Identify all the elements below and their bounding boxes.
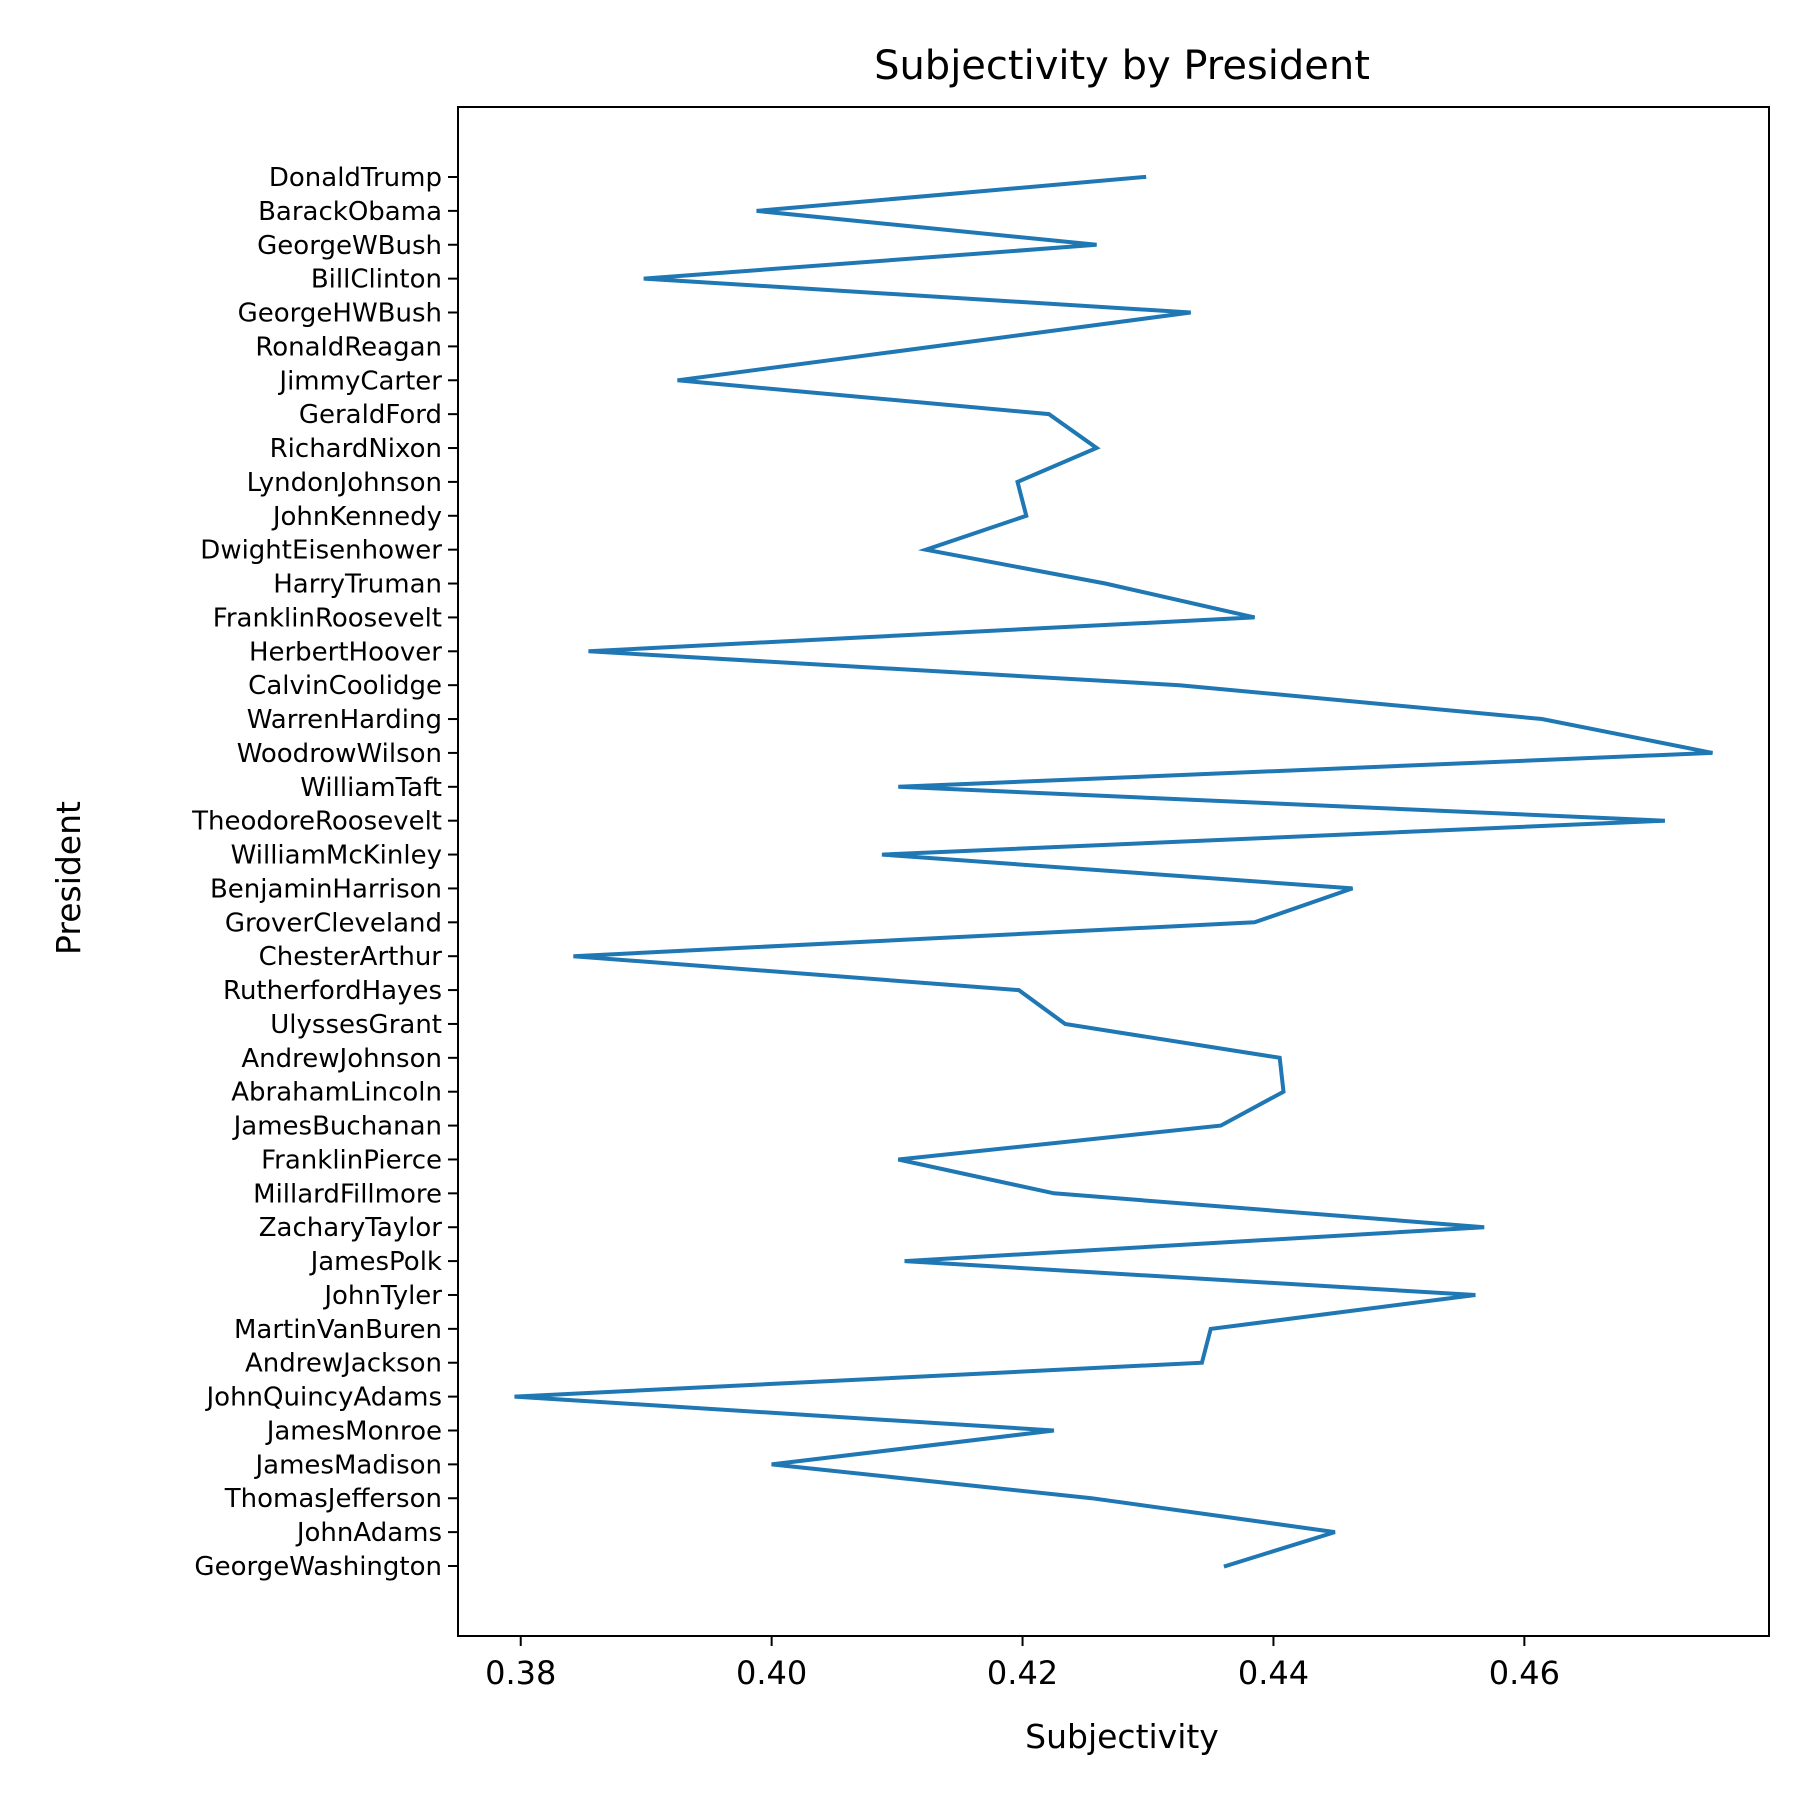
y-tick-label: WoodrowWilson: [237, 739, 442, 769]
y-tick-label: UlyssesGrant: [270, 1010, 442, 1040]
y-tick-label: JohnAdams: [295, 1518, 442, 1548]
x-tick-label: 0.38: [485, 1654, 556, 1692]
y-tick-label: AndrewJackson: [245, 1349, 442, 1379]
y-tick-label: JohnQuincyAdams: [205, 1383, 443, 1413]
y-tick-label: MillardFillmore: [253, 1179, 442, 1209]
y-tick-label: RutherfordHayes: [223, 976, 442, 1006]
y-tick-label: ThomasJefferson: [224, 1484, 442, 1514]
x-tick-label: 0.42: [987, 1654, 1058, 1692]
y-tick-label: JohnTyler: [322, 1281, 442, 1311]
y-tick-label: GroverCleveland: [225, 908, 442, 938]
series-line: [514, 174, 1713, 1569]
x-tick-label: 0.44: [1238, 1654, 1309, 1692]
y-tick-label: JamesBuchanan: [232, 1112, 442, 1142]
y-tick-label: DwightEisenhower: [200, 536, 442, 566]
y-tick-label: ChesterArthur: [259, 942, 443, 972]
y-tick-label: JamesMadison: [254, 1450, 443, 1480]
y-tick-label: BarackObama: [258, 197, 442, 227]
y-tick-label: LyndonJohnson: [247, 468, 442, 498]
y-tick-label: JamesMonroe: [265, 1416, 442, 1446]
y-tick-label: RonaldReagan: [255, 332, 442, 362]
y-tick-label: GeorgeHWBush: [238, 299, 442, 329]
y-tick-label: FranklinPierce: [261, 1145, 442, 1175]
y-tick-label: CalvinCoolidge: [248, 671, 442, 701]
y-tick-label: WilliamTaft: [300, 773, 442, 803]
y-tick-label: DonaldTrump: [269, 163, 442, 193]
plot-area: 0.38 0.40 0.42 0.44 0.46 GeorgeWashington John…: [191, 163, 1713, 1692]
x-axis-label: Subjectivity: [1025, 1717, 1219, 1756]
plot-frame: [457, 106, 1770, 1637]
y-tick-label: WarrenHarding: [247, 705, 442, 735]
y-tick-label: JimmyCarter: [277, 366, 442, 396]
y-tick-label: BillClinton: [311, 265, 442, 295]
y-tick-label: GeorgeWBush: [257, 231, 442, 261]
y-tick-label: RichardNixon: [270, 434, 442, 464]
y-tick-label: JamesPolk: [309, 1247, 442, 1277]
y-tick-label: BenjaminHarrison: [210, 874, 442, 904]
y-tick-label: HarryTruman: [273, 570, 442, 600]
x-tick-label: 0.40: [736, 1654, 807, 1692]
y-tick-label: MartinVanBuren: [234, 1315, 442, 1345]
y-tick-label: JohnKennedy: [271, 502, 442, 532]
y-tick-label: AndrewJohnson: [241, 1044, 442, 1074]
x-tick-label: 0.46: [1489, 1654, 1560, 1692]
y-tick-label: GeraldFord: [299, 400, 442, 430]
chart-title: Subjectivity by President: [874, 43, 1370, 89]
y-tick-label: HerbertHoover: [249, 637, 442, 667]
y-tick-label: FranklinRoosevelt: [213, 603, 442, 633]
y-tick-label: WilliamMcKinley: [231, 841, 442, 871]
y-axis-label: President: [49, 801, 88, 955]
y-tick-label: TheodoreRoosevelt: [191, 807, 442, 837]
y-tick-label: AbrahamLincoln: [231, 1078, 442, 1108]
y-tick-label: ZacharyTaylor: [259, 1213, 443, 1243]
y-tick-label: GeorgeWashington: [194, 1552, 442, 1582]
